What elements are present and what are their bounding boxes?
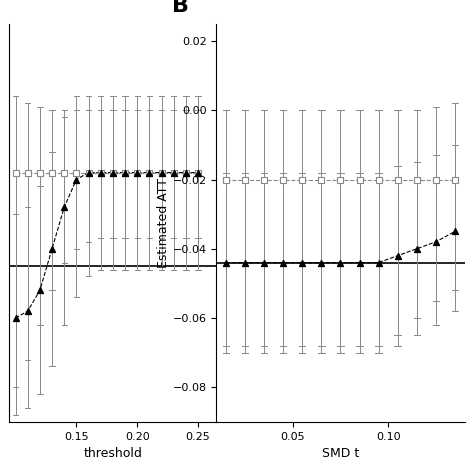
Point bbox=[97, 169, 105, 176]
Point bbox=[48, 169, 56, 176]
Point bbox=[194, 169, 202, 176]
Point bbox=[279, 176, 287, 183]
Point bbox=[241, 259, 249, 266]
Point bbox=[134, 169, 141, 176]
Point bbox=[73, 176, 80, 183]
Point bbox=[121, 169, 129, 176]
Point bbox=[146, 169, 153, 176]
Point bbox=[170, 169, 178, 176]
Point bbox=[337, 259, 344, 266]
Point bbox=[194, 169, 202, 176]
Point bbox=[182, 169, 190, 176]
Y-axis label: Estimated ATT: Estimated ATT bbox=[157, 178, 170, 268]
Point bbox=[61, 203, 68, 211]
Point bbox=[394, 252, 401, 259]
Point bbox=[24, 307, 32, 315]
Point bbox=[356, 259, 363, 266]
Point bbox=[279, 259, 287, 266]
Point bbox=[432, 238, 440, 246]
Text: B: B bbox=[172, 0, 189, 16]
Point bbox=[222, 176, 230, 183]
Point bbox=[36, 169, 44, 176]
Point bbox=[318, 176, 325, 183]
Point bbox=[36, 286, 44, 294]
Point bbox=[12, 314, 19, 322]
Point bbox=[24, 169, 32, 176]
Point bbox=[61, 169, 68, 176]
Point bbox=[299, 259, 306, 266]
Point bbox=[260, 259, 268, 266]
Point bbox=[318, 259, 325, 266]
Point bbox=[413, 245, 420, 253]
Point bbox=[260, 176, 268, 183]
Point bbox=[121, 169, 129, 176]
Point bbox=[48, 245, 56, 253]
Point bbox=[158, 169, 165, 176]
Point bbox=[109, 169, 117, 176]
Point bbox=[337, 176, 344, 183]
Point bbox=[146, 169, 153, 176]
Point bbox=[134, 169, 141, 176]
Point bbox=[241, 176, 249, 183]
Point bbox=[375, 259, 383, 266]
Point bbox=[109, 169, 117, 176]
Point bbox=[73, 169, 80, 176]
Point bbox=[356, 176, 363, 183]
Point bbox=[85, 169, 92, 176]
Point bbox=[299, 176, 306, 183]
Point bbox=[182, 169, 190, 176]
Point bbox=[451, 228, 459, 235]
Point bbox=[451, 176, 459, 183]
X-axis label: threshold: threshold bbox=[83, 447, 142, 460]
Point bbox=[432, 176, 440, 183]
Point bbox=[12, 169, 19, 176]
Point bbox=[222, 259, 230, 266]
Point bbox=[97, 169, 105, 176]
Point bbox=[170, 169, 178, 176]
Point bbox=[413, 176, 420, 183]
Point bbox=[375, 176, 383, 183]
Point bbox=[85, 169, 92, 176]
Point bbox=[158, 169, 165, 176]
Point bbox=[394, 176, 401, 183]
X-axis label: SMD t: SMD t bbox=[322, 447, 359, 460]
